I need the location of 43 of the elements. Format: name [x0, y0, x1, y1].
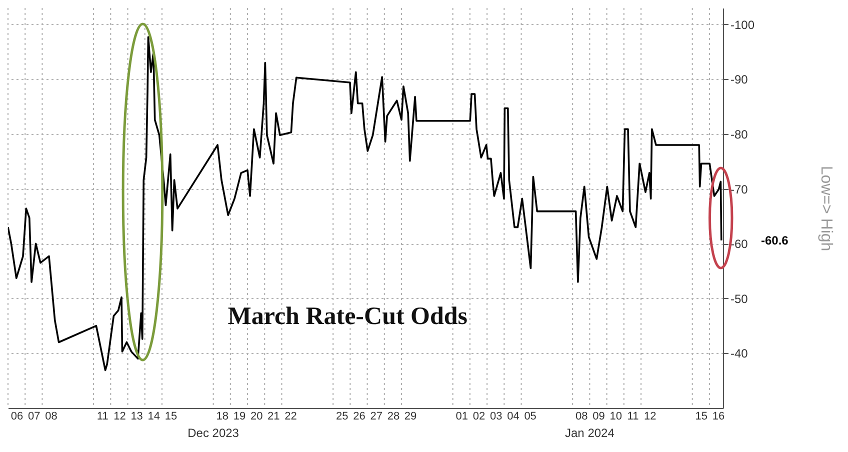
y-tick-label: -90 [730, 72, 748, 87]
line-series [8, 36, 722, 372]
x-tick-label: 29 [404, 410, 417, 422]
x-tick-label: 15 [164, 410, 178, 422]
x-tick-label: 27 [370, 410, 382, 422]
x-tick-label: 12 [644, 410, 656, 422]
x-tick-label: 22 [284, 410, 297, 422]
y-tick-label: -40 [730, 346, 748, 361]
y-tick-label: -50 [730, 292, 748, 306]
x-tick-label: 15 [695, 410, 708, 422]
text: March Rate-Cut Odds [228, 303, 468, 330]
x-tick-label: 07 [28, 410, 40, 422]
x-tick-label: 19 [233, 410, 246, 422]
y-tick-label: -70 [730, 182, 748, 196]
y-tick-label: -80 [730, 128, 748, 142]
x-tick-label: 09 [592, 410, 605, 422]
x-tick-label: 11 [96, 410, 108, 422]
x-tick-label: 26 [353, 410, 366, 422]
x-tick-label: 16 [712, 410, 725, 422]
y-tick-label: -100 [730, 18, 755, 32]
x-tick-label: 28 [387, 410, 400, 422]
x-tick-label: 14 [148, 410, 160, 422]
x-tick-label: 10 [610, 410, 622, 422]
text: -60.6 [761, 233, 789, 248]
x-tick-label: 08 [45, 410, 58, 422]
x-tick-label: 02 [472, 410, 486, 422]
x-tick-label: 03 [490, 410, 502, 422]
y-tick-label: -60 [730, 237, 748, 252]
x-tick-label: 11 [627, 410, 639, 422]
x-tick-label: 01 [456, 410, 468, 422]
text: Dec 2023 [188, 426, 240, 440]
x-tick-label: 08 [576, 410, 588, 422]
x-tick-label: 06 [10, 410, 24, 422]
y-axis-title: Low=> High [818, 166, 835, 252]
x-tick-label: 25 [336, 410, 348, 422]
x-tick-label: 05 [524, 410, 536, 422]
x-tick-label: 13 [130, 410, 143, 422]
text: Jan 2024 [565, 426, 615, 440]
x-tick-label: 20 [250, 410, 263, 422]
x-tick-label: 18 [216, 410, 228, 422]
x-tick-label: 12 [114, 410, 126, 422]
x-tick-label: 21 [268, 410, 280, 422]
x-tick-label: 04 [507, 410, 520, 422]
